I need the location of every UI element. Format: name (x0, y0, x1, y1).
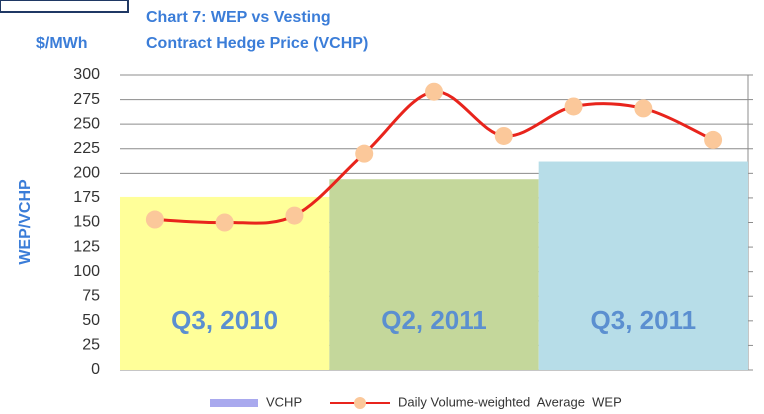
bar-label: Q3, 2010 (171, 305, 278, 335)
y-tick-label: 300 (73, 66, 100, 83)
point (494, 126, 513, 145)
y-tick-label: 150 (73, 214, 100, 231)
chart-title-line: Chart 7: WEP vs Vesting (146, 9, 331, 26)
legend-swatch (210, 399, 258, 407)
point (425, 82, 443, 101)
y-tick-label: 75 (82, 287, 100, 304)
point (564, 97, 583, 116)
header-box (0, 0, 129, 13)
legend-label: VCHP (266, 394, 302, 409)
y-tick-label: 275 (73, 91, 100, 108)
point (215, 213, 234, 232)
chart-title-line: Contract Hedge Price (VCHP) (146, 35, 368, 52)
legend-label: Daily Volume-weighted Average WEP (398, 394, 622, 409)
y-tick-label: 225 (73, 140, 100, 157)
y-tick-label: 250 (73, 115, 100, 132)
y-tick-label: 175 (73, 189, 100, 206)
y-tick-label: 25 (82, 337, 100, 354)
y-tick-label: 125 (73, 238, 100, 255)
y-tick-label: 50 (82, 312, 100, 329)
bar (538, 161, 748, 370)
y-axis-label: WEP/VCHP (17, 179, 34, 265)
point (634, 99, 653, 118)
point (285, 206, 304, 225)
point (704, 130, 723, 149)
legend-marker (354, 397, 366, 409)
y-tick-label: 0 (91, 361, 100, 378)
bar-label: Q3, 2011 (591, 305, 697, 335)
bar (329, 179, 539, 370)
bar-label: Q2, 2011 (381, 305, 487, 335)
y-tick-label: 100 (73, 263, 100, 280)
y-unit: $/MWh (36, 35, 88, 52)
point (145, 210, 164, 229)
y-tick-label: 200 (73, 165, 100, 182)
point (355, 144, 374, 163)
